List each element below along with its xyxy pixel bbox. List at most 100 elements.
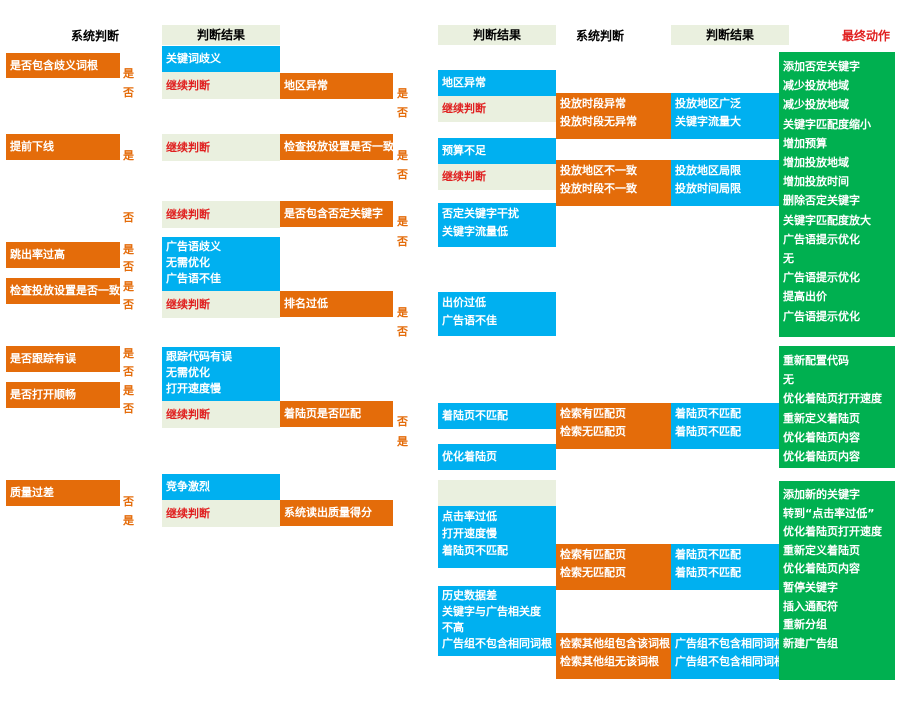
action-item: 关键字匹配度放大 <box>783 213 871 227</box>
header-judgment-result-1: 判断结果 <box>162 25 280 45</box>
result-line: 历史数据差 <box>442 589 497 602</box>
sys-line: 检索其他组包含该词根 <box>560 637 670 650</box>
marker-yes: 是 <box>397 306 408 319</box>
res-line: 着陆页不匹配 <box>675 566 741 579</box>
marker-yes: 是 <box>397 215 408 228</box>
marker-no: 否 <box>123 495 134 508</box>
sys-line: 投放时段无异常 <box>560 115 637 128</box>
header-judgment-result-3: 判断结果 <box>671 25 789 45</box>
sys-line: 检索无匹配页 <box>560 566 626 579</box>
check-settings-consistent: 检查投放设置是否一致 <box>6 278 120 304</box>
result-line: 不高 <box>442 621 464 634</box>
final-actions-group-2: 重新配置代码 无 优化着陆页打开速度 重新定义着陆页 优化着陆页内容 优化着陆页… <box>779 346 895 468</box>
action-item: 重新定义着陆页 <box>783 543 860 557</box>
header-system-judgment-1: 系统判断 <box>70 29 119 43</box>
result-line: 跟踪代码有误 <box>166 350 232 363</box>
action-item: 增加投放时间 <box>783 175 849 189</box>
final-actions-group-1: 添加否定关键字 减少投放地域 减少投放地域 关键字匹配度缩小 增加预算 增加投放… <box>779 52 895 337</box>
marker-yes: 是 <box>123 67 134 80</box>
sys-line: 检索其他组无该词根 <box>560 655 659 668</box>
action-item: 重新配置代码 <box>783 354 849 367</box>
sys-line: 检索无匹配页 <box>560 425 626 438</box>
result-line: 关键字与广告相关度 <box>442 605 541 618</box>
result-line: 打开速度慢 <box>166 382 221 395</box>
sys-search-check-2: 检索有匹配页 检索无匹配页 <box>556 544 671 590</box>
action-item: 广告语提示优化 <box>783 271 860 285</box>
check-landing-match: 着陆页是否匹配 <box>280 401 393 427</box>
continue-judgment: 继续判断 <box>162 134 280 161</box>
result-bid-low: 出价过低 广告语不佳 <box>438 292 556 336</box>
continue-judgment: 继续判断 <box>438 164 556 190</box>
check-early-offline: 提前下线 <box>6 134 120 160</box>
check-bounce-rate: 跳出率过高 <box>6 242 120 268</box>
result-line: 否定关键字干扰 <box>442 207 519 220</box>
check-rank-low: 排名过低 <box>280 291 393 317</box>
action-item: 添加新的关键字 <box>783 488 860 501</box>
result-line: 广告语歧义 <box>166 240 221 253</box>
res-region-traffic: 投放地区广泛 关键字流量大 <box>671 93 781 139</box>
result-line: 无需优化 <box>166 256 210 269</box>
result-line: 出价过低 <box>442 296 486 309</box>
marker-no: 否 <box>397 325 408 338</box>
action-item: 删除否定关键字 <box>783 194 860 208</box>
marker-no: 否 <box>123 365 134 378</box>
action-item: 暂停关键字 <box>783 580 838 594</box>
sys-line: 投放地区不一致 <box>560 164 637 177</box>
check-open-smooth: 是否打开顺畅 <box>6 382 120 408</box>
marker-no: 否 <box>397 168 408 181</box>
res-line: 广告组不包含相同词根 <box>675 655 781 668</box>
action-item: 提高出价 <box>783 290 827 304</box>
action-item: 新建广告组 <box>783 636 838 650</box>
result-negative-keyword: 否定关键字干扰 关键字流量低 <box>438 203 556 247</box>
action-item: 优化着陆页打开速度 <box>783 525 882 539</box>
marker-no: 否 <box>397 235 408 248</box>
sys-line: 检索有匹配页 <box>560 407 626 420</box>
result-competition: 竞争激烈 <box>162 474 280 500</box>
marker-no: 否 <box>123 298 134 311</box>
marker-yes: 是 <box>123 280 134 293</box>
result-line: 广告语不佳 <box>442 314 497 327</box>
marker-yes: 是 <box>397 149 408 162</box>
check-ambiguous-root: 是否包含歧义词根 <box>6 53 120 78</box>
action-item: 优化着陆页内容 <box>783 562 860 576</box>
res-line: 投放地区广泛 <box>675 97 741 110</box>
res-group: 广告组不包含相同词根 广告组不包含相同词根 <box>671 633 781 679</box>
header-judgment-result-2: 判断结果 <box>438 25 556 45</box>
result-landing-mismatch: 着陆页不匹配 <box>438 403 556 429</box>
result-line: 无需优化 <box>166 366 210 379</box>
header-final-action: 最终动作 <box>841 29 890 43</box>
marker-no: 否 <box>123 260 134 273</box>
continue-judgment: 继续判断 <box>162 401 280 428</box>
action-item: 关键字匹配度缩小 <box>783 117 871 131</box>
marker-no: 否 <box>397 106 408 119</box>
action-item: 减少投放地域 <box>783 98 849 112</box>
result-line: 打开速度慢 <box>442 527 497 540</box>
continue-judgment: 继续判断 <box>162 291 280 318</box>
result-keyword-ambiguity: 关键词歧义 <box>162 46 280 72</box>
result-ctr-group: 点击率过低 打开速度慢 着陆页不匹配 <box>438 506 556 568</box>
result-tracking-group: 跟踪代码有误 无需优化 打开速度慢 <box>162 347 280 401</box>
sys-line: 投放时段不一致 <box>560 182 637 195</box>
sys-time-check: 投放时段异常 投放时段无异常 <box>556 93 671 139</box>
res-line: 着陆页不匹配 <box>675 548 741 561</box>
sys-line: 投放时段异常 <box>560 97 626 110</box>
action-item: 增加投放地域 <box>783 156 849 170</box>
marker-no: 否 <box>397 415 408 428</box>
continue-judgment: 继续判断 <box>162 500 280 527</box>
result-line: 广告组不包含相同词根 <box>442 637 552 650</box>
check-settings-consistent-2: 检查投放设置是否一致 <box>280 134 393 160</box>
marker-yes: 是 <box>123 347 134 360</box>
action-item: 转到“点击率过低” <box>783 506 875 520</box>
result-line: 着陆页不匹配 <box>442 544 508 557</box>
res-line: 广告组不包含相同词根 <box>675 637 781 650</box>
marker-no: 否 <box>123 402 134 415</box>
sys-search-check-1: 检索有匹配页 检索无匹配页 <box>556 403 671 449</box>
action-item: 优化着陆页内容 <box>783 450 860 464</box>
check-region-abnormal: 地区异常 <box>280 73 393 99</box>
action-item: 减少投放地域 <box>783 79 849 93</box>
res-landing-1: 着陆页不匹配 着陆页不匹配 <box>671 403 781 449</box>
result-ad-copy-group: 广告语歧义 无需优化 广告语不佳 <box>162 237 280 291</box>
continue-judgment: 继续判断 <box>438 96 556 122</box>
check-negative-keyword: 是否包含否定关键字 <box>280 201 393 227</box>
sys-group-check: 检索其他组包含该词根 检索其他组无该词根 <box>556 633 671 679</box>
